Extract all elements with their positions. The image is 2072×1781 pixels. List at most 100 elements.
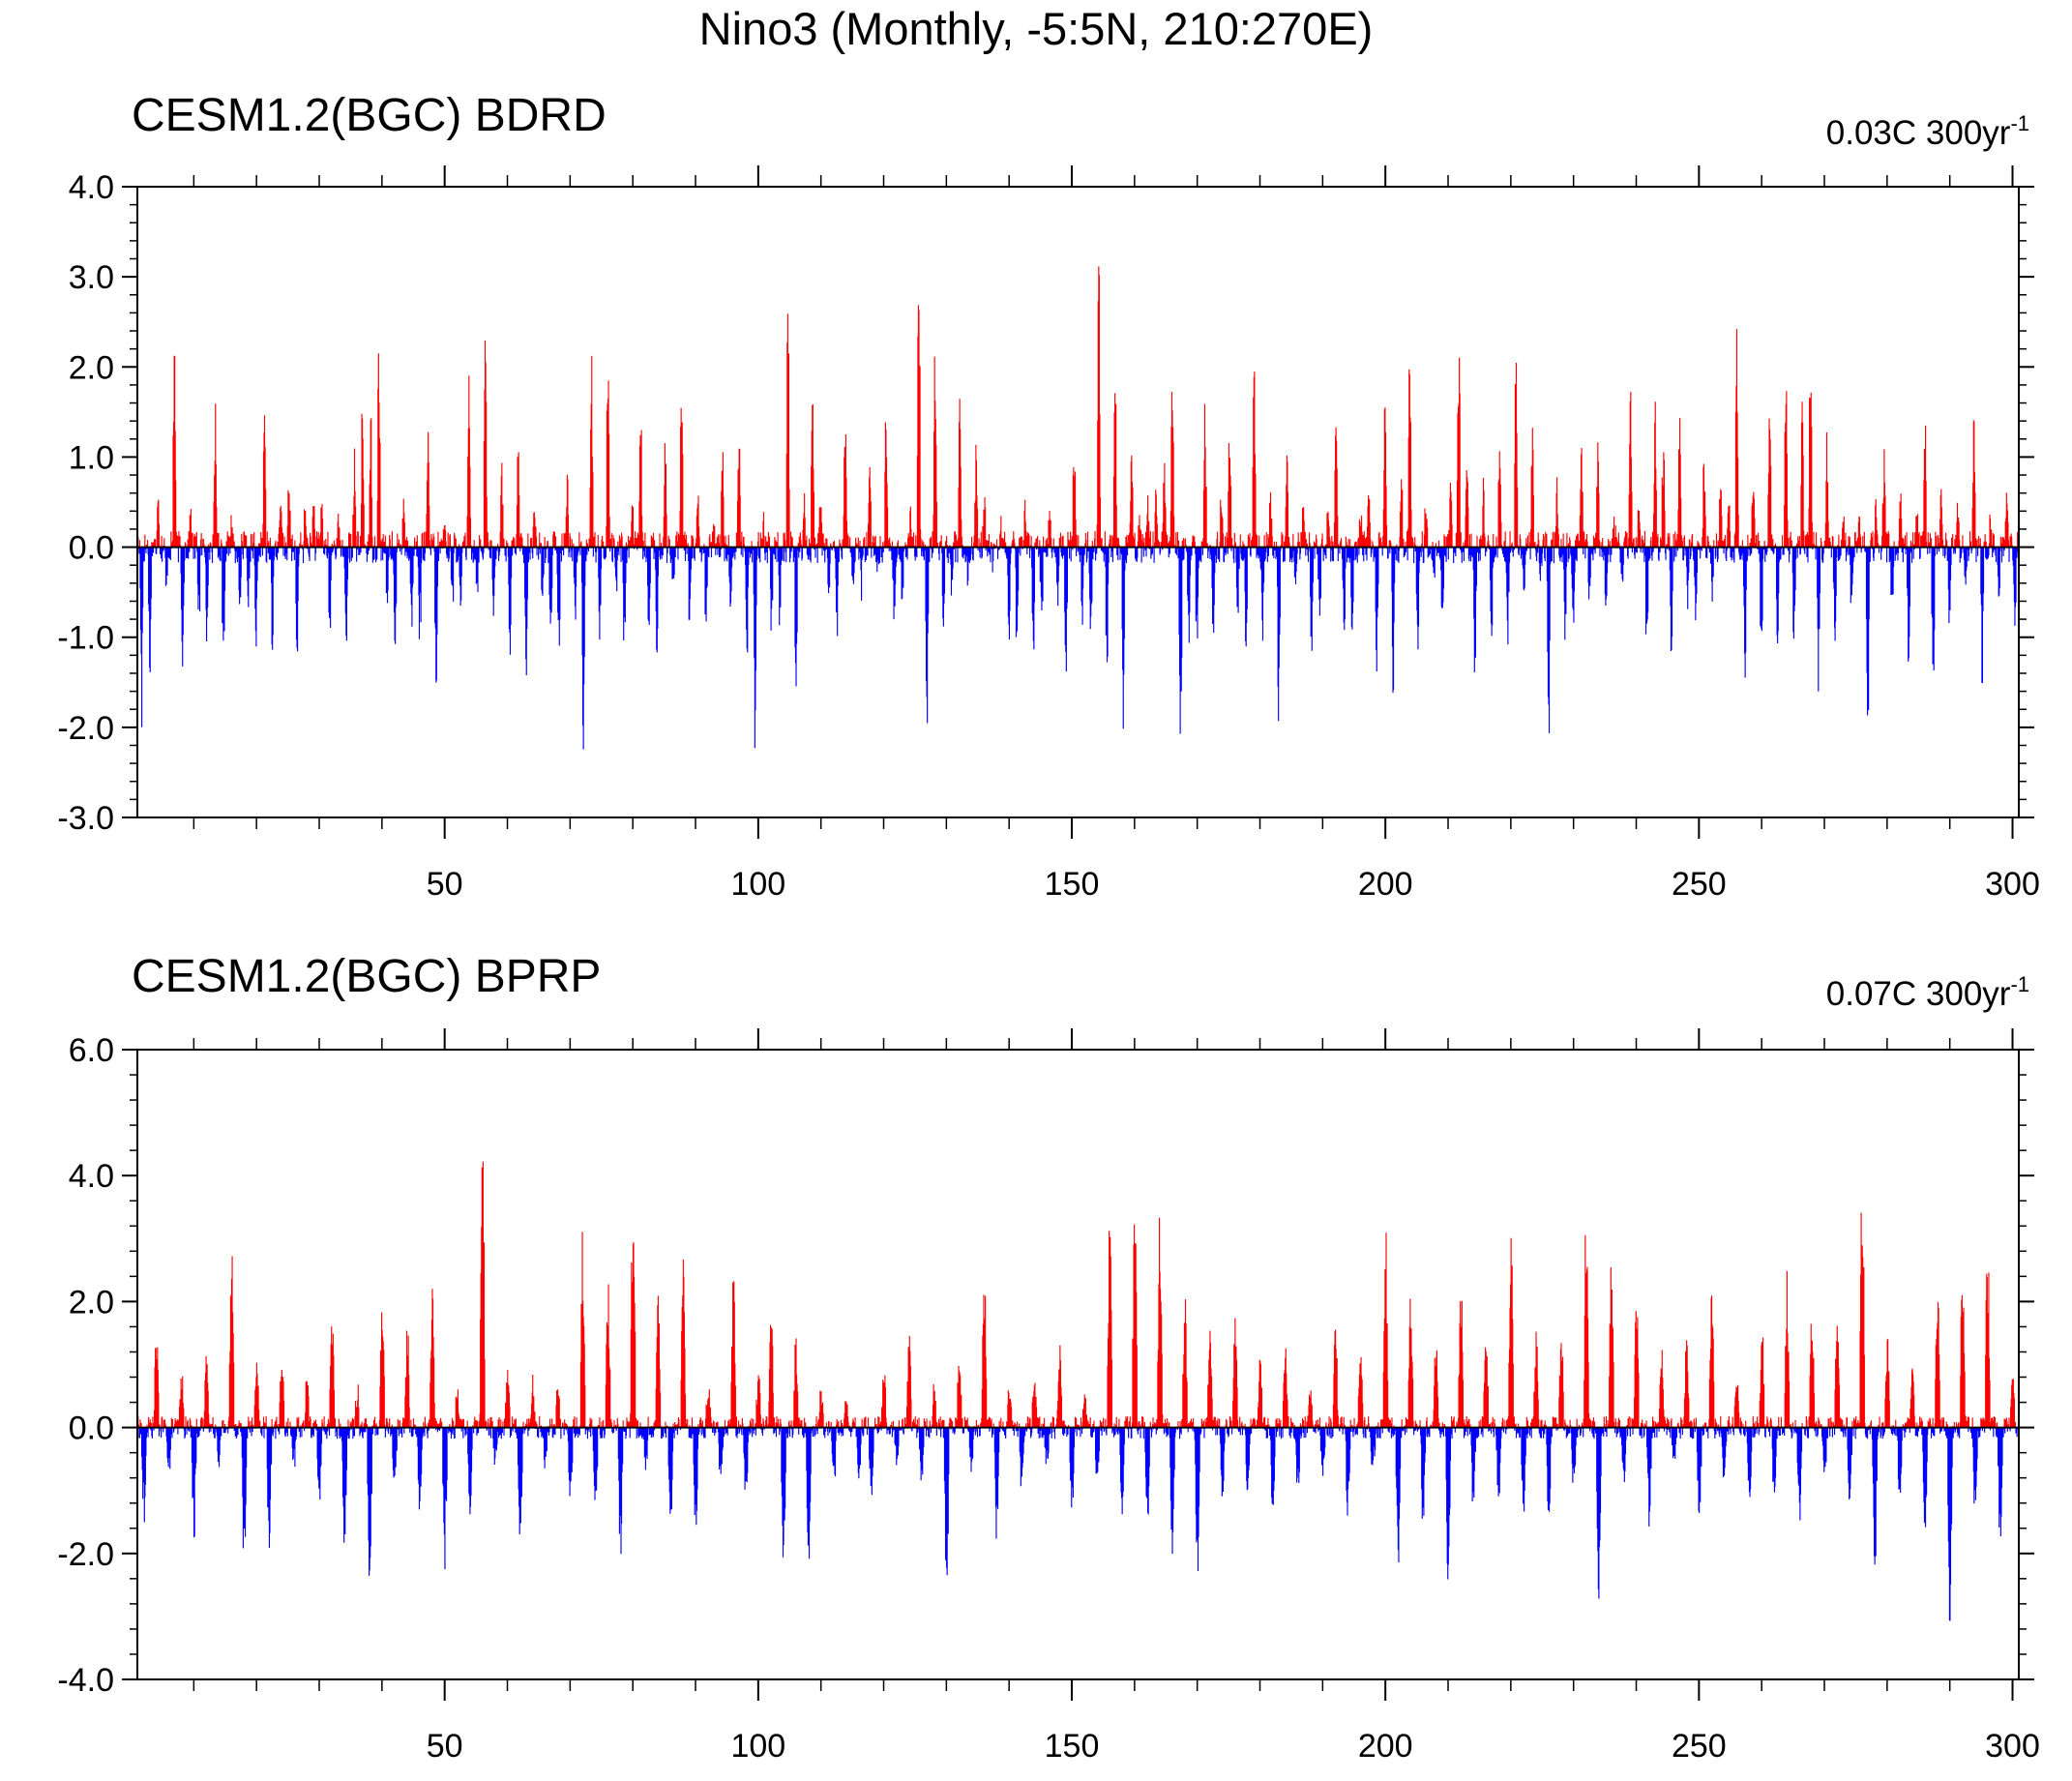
plot-frame [136, 186, 2020, 818]
peak-point [1008, 1382, 1010, 1384]
peak-point [1987, 1225, 1989, 1227]
peak-point [1302, 492, 1304, 494]
y-tick-label: -4.0 [57, 1662, 114, 1699]
x-tick-label: 300 [1985, 1728, 2040, 1765]
peak-point [1228, 420, 1230, 422]
peak-point [482, 1143, 484, 1145]
peak-point [1723, 1483, 1725, 1485]
y-tick-label: 0.0 [69, 530, 114, 567]
peak-point [820, 1389, 822, 1391]
peak-point [1523, 601, 1524, 603]
peak-point [738, 411, 740, 413]
peak-point [1196, 672, 1198, 674]
peak-point [1874, 1578, 1876, 1580]
peak-point [149, 681, 151, 683]
peak-point [296, 691, 298, 693]
peak-point [1008, 664, 1010, 666]
peak-point [406, 1325, 408, 1327]
peak-point [623, 664, 625, 666]
peak-point [1416, 654, 1418, 656]
peak-point [1773, 1496, 1775, 1498]
peak-point [1962, 1257, 1964, 1259]
peak-point [795, 1325, 797, 1327]
panel-2-title: CESM1.2(BGC) BPRP [132, 951, 602, 1002]
panel-1: -3.0 -2.0 -1.0 0.0 1.0 2.0 3.0 4.0 50 100 150 200 25… [57, 165, 2040, 903]
peak-point [1924, 411, 1926, 413]
peak-point [869, 465, 871, 467]
peak-point [343, 1571, 345, 1573]
peak-point [378, 316, 380, 318]
peak-point [1351, 645, 1353, 647]
peak-point [1384, 402, 1386, 404]
peak-point [1321, 1483, 1323, 1485]
peak-point [1798, 1521, 1800, 1523]
peak-point [695, 1553, 696, 1555]
peak-point [312, 501, 314, 503]
panel-1-trend-exponent: -1 [2010, 111, 2029, 135]
peak-point [519, 1540, 521, 1542]
peak-point [1886, 1332, 1888, 1334]
peak-point [1883, 438, 1885, 440]
peak-point [419, 1521, 421, 1523]
y-tick-label: 2.0 [69, 349, 114, 386]
peak-point [566, 465, 568, 467]
peak-point [318, 1508, 320, 1510]
peak-point [1326, 483, 1328, 485]
peak-point [1472, 1508, 1474, 1510]
peak-point [1065, 681, 1067, 683]
peak-point [247, 609, 249, 611]
peak-point [1497, 1502, 1499, 1504]
peak-point [369, 1590, 370, 1592]
peak-point [590, 343, 592, 345]
peak-point [720, 1483, 722, 1485]
peak-point [1056, 609, 1058, 611]
peak-point [907, 1332, 909, 1334]
peak-point [607, 339, 608, 341]
peak-point [1259, 1357, 1261, 1359]
peak-point [783, 1578, 784, 1580]
peak-point [1016, 672, 1018, 674]
peak-point [1849, 1515, 1850, 1517]
peak-point [1449, 474, 1451, 476]
peak-point [975, 438, 977, 440]
panel-2-trend-exponent: -1 [2010, 972, 2029, 996]
peak-point [1435, 1339, 1436, 1341]
peak-point [329, 645, 331, 647]
peak-point [871, 1502, 873, 1504]
peak-point [669, 1521, 671, 1523]
peak-point [1197, 1603, 1199, 1605]
peak-point [280, 501, 281, 503]
x-tick-label: 150 [1045, 1728, 1100, 1765]
panel-1-title: CESM1.2(BGC) BDRD [132, 90, 607, 141]
peak-point [394, 1490, 396, 1492]
peak-point [1278, 731, 1280, 733]
peak-point [918, 218, 920, 220]
peak-point [1245, 664, 1247, 666]
peak-point [1234, 1307, 1236, 1309]
peak-point [632, 492, 634, 494]
y-tick-label: 4.0 [69, 169, 114, 206]
peak-point [1122, 745, 1124, 747]
peak-point [786, 267, 788, 269]
peak-point [1523, 1540, 1524, 1542]
peak-point [983, 492, 985, 494]
peak-point [345, 654, 347, 656]
peak-point [1981, 708, 1983, 710]
x-tick-label: 250 [1672, 866, 1727, 903]
x-tick-label: 250 [1672, 1728, 1727, 1765]
peak-point [230, 510, 232, 512]
peak-point [1460, 1269, 1462, 1271]
peak-point [1973, 411, 1975, 413]
peak-point [713, 519, 715, 521]
peak-point [1687, 609, 1689, 611]
peak-point [1040, 637, 1042, 638]
peak-point [1392, 708, 1394, 710]
peak-point [525, 691, 527, 693]
peak-point [844, 398, 846, 400]
x-tick-label: 300 [1985, 866, 2040, 903]
peak-point [1155, 465, 1157, 467]
peak-point [934, 330, 936, 332]
y-tick-label: -3.0 [57, 800, 114, 837]
peak-point [1179, 789, 1181, 791]
peak-point [1433, 591, 1435, 593]
